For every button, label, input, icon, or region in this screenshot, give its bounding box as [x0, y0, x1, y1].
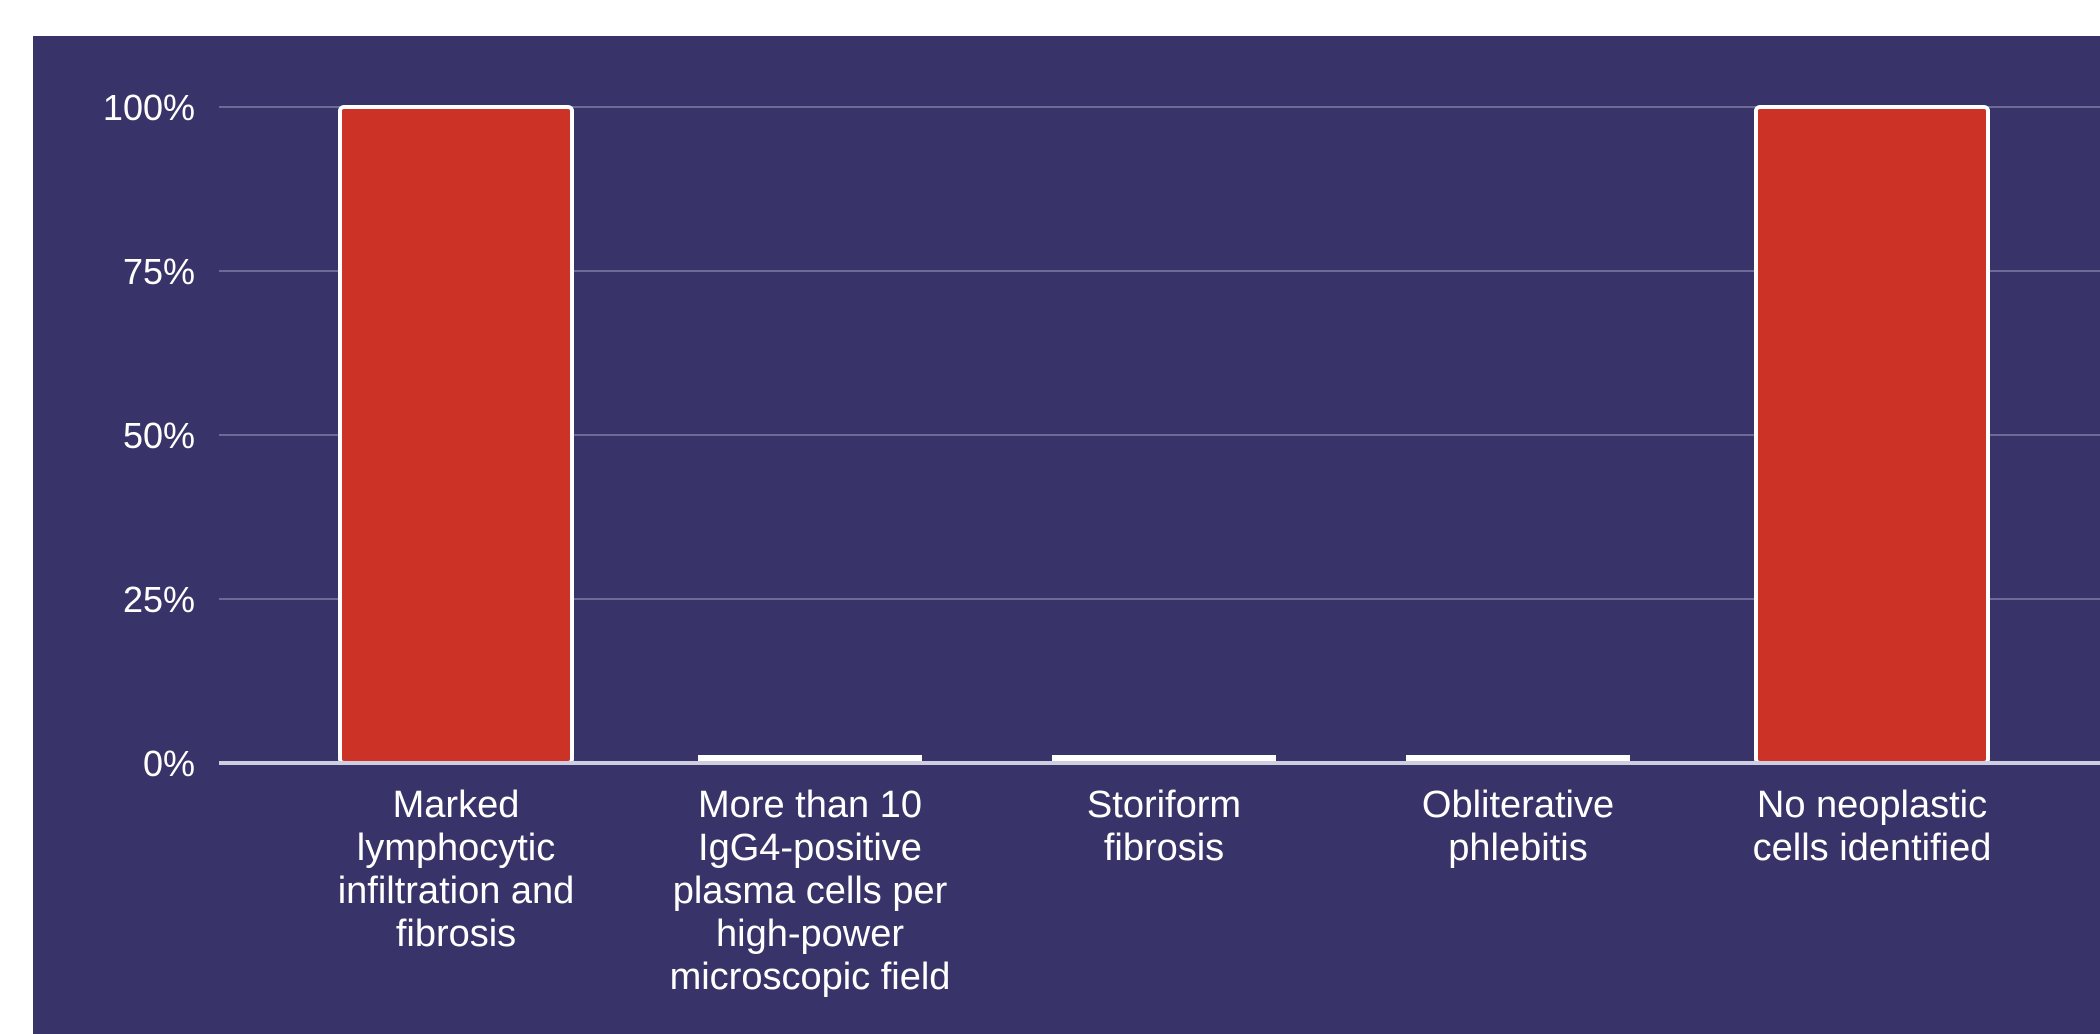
x-category-label: Storiform fibrosis	[1087, 784, 1241, 869]
x-category-label-line: IgG4-positive	[698, 827, 922, 869]
x-category-label-line: Storiform	[1087, 784, 1241, 826]
x-category-label-line: plasma cells per	[673, 870, 948, 912]
x-category-label-line: fibrosis	[396, 913, 516, 955]
x-category-label-line: phlebitis	[1448, 827, 1587, 869]
x-category-label-line: high-power	[716, 913, 904, 955]
bar-chart: 0% 25% 50% 75% 100% Marked lymphocytic infiltr…	[33, 36, 2100, 1034]
bar	[1052, 755, 1276, 762]
x-category-label-line: fibrosis	[1104, 827, 1224, 869]
x-axis-category-labels: Marked lymphocytic infiltration and fibrosi…	[338, 784, 1992, 998]
y-axis-tick-labels: 0% 25% 50% 75% 100%	[103, 87, 195, 784]
bars	[338, 105, 1990, 765]
x-category-label: Obliterative phlebitis	[1422, 784, 1614, 869]
x-category-label-line: lymphocytic	[357, 827, 556, 869]
y-tick-label: 25%	[123, 579, 195, 620]
y-tick-label: 100%	[103, 87, 195, 128]
bar	[1754, 105, 1990, 765]
x-category-label: Marked lymphocytic infiltration and fibrosi…	[338, 784, 575, 955]
x-category-label-line: Marked	[393, 784, 520, 826]
x-category-label-line: microscopic field	[670, 956, 951, 998]
bar	[1406, 755, 1630, 762]
x-category-label-line: More than 10	[698, 784, 922, 826]
x-category-label-line: Obliterative	[1422, 784, 1614, 826]
bar	[698, 755, 922, 762]
bar	[338, 105, 574, 765]
x-category-label-line: cells identified	[1753, 827, 1992, 869]
y-tick-label: 75%	[123, 251, 195, 292]
y-tick-label: 0%	[143, 743, 195, 784]
y-tick-label: 50%	[123, 415, 195, 456]
x-category-label: More than 10 IgG4-positive plasma cells pe…	[670, 784, 951, 998]
x-category-label: No neoplastic cells identified	[1753, 784, 1992, 869]
x-category-label-line: infiltration and	[338, 870, 575, 912]
chart-panel: 0% 25% 50% 75% 100% Marked lymphocytic infiltr…	[33, 36, 2100, 1034]
x-category-label-line: No neoplastic	[1757, 784, 1987, 826]
